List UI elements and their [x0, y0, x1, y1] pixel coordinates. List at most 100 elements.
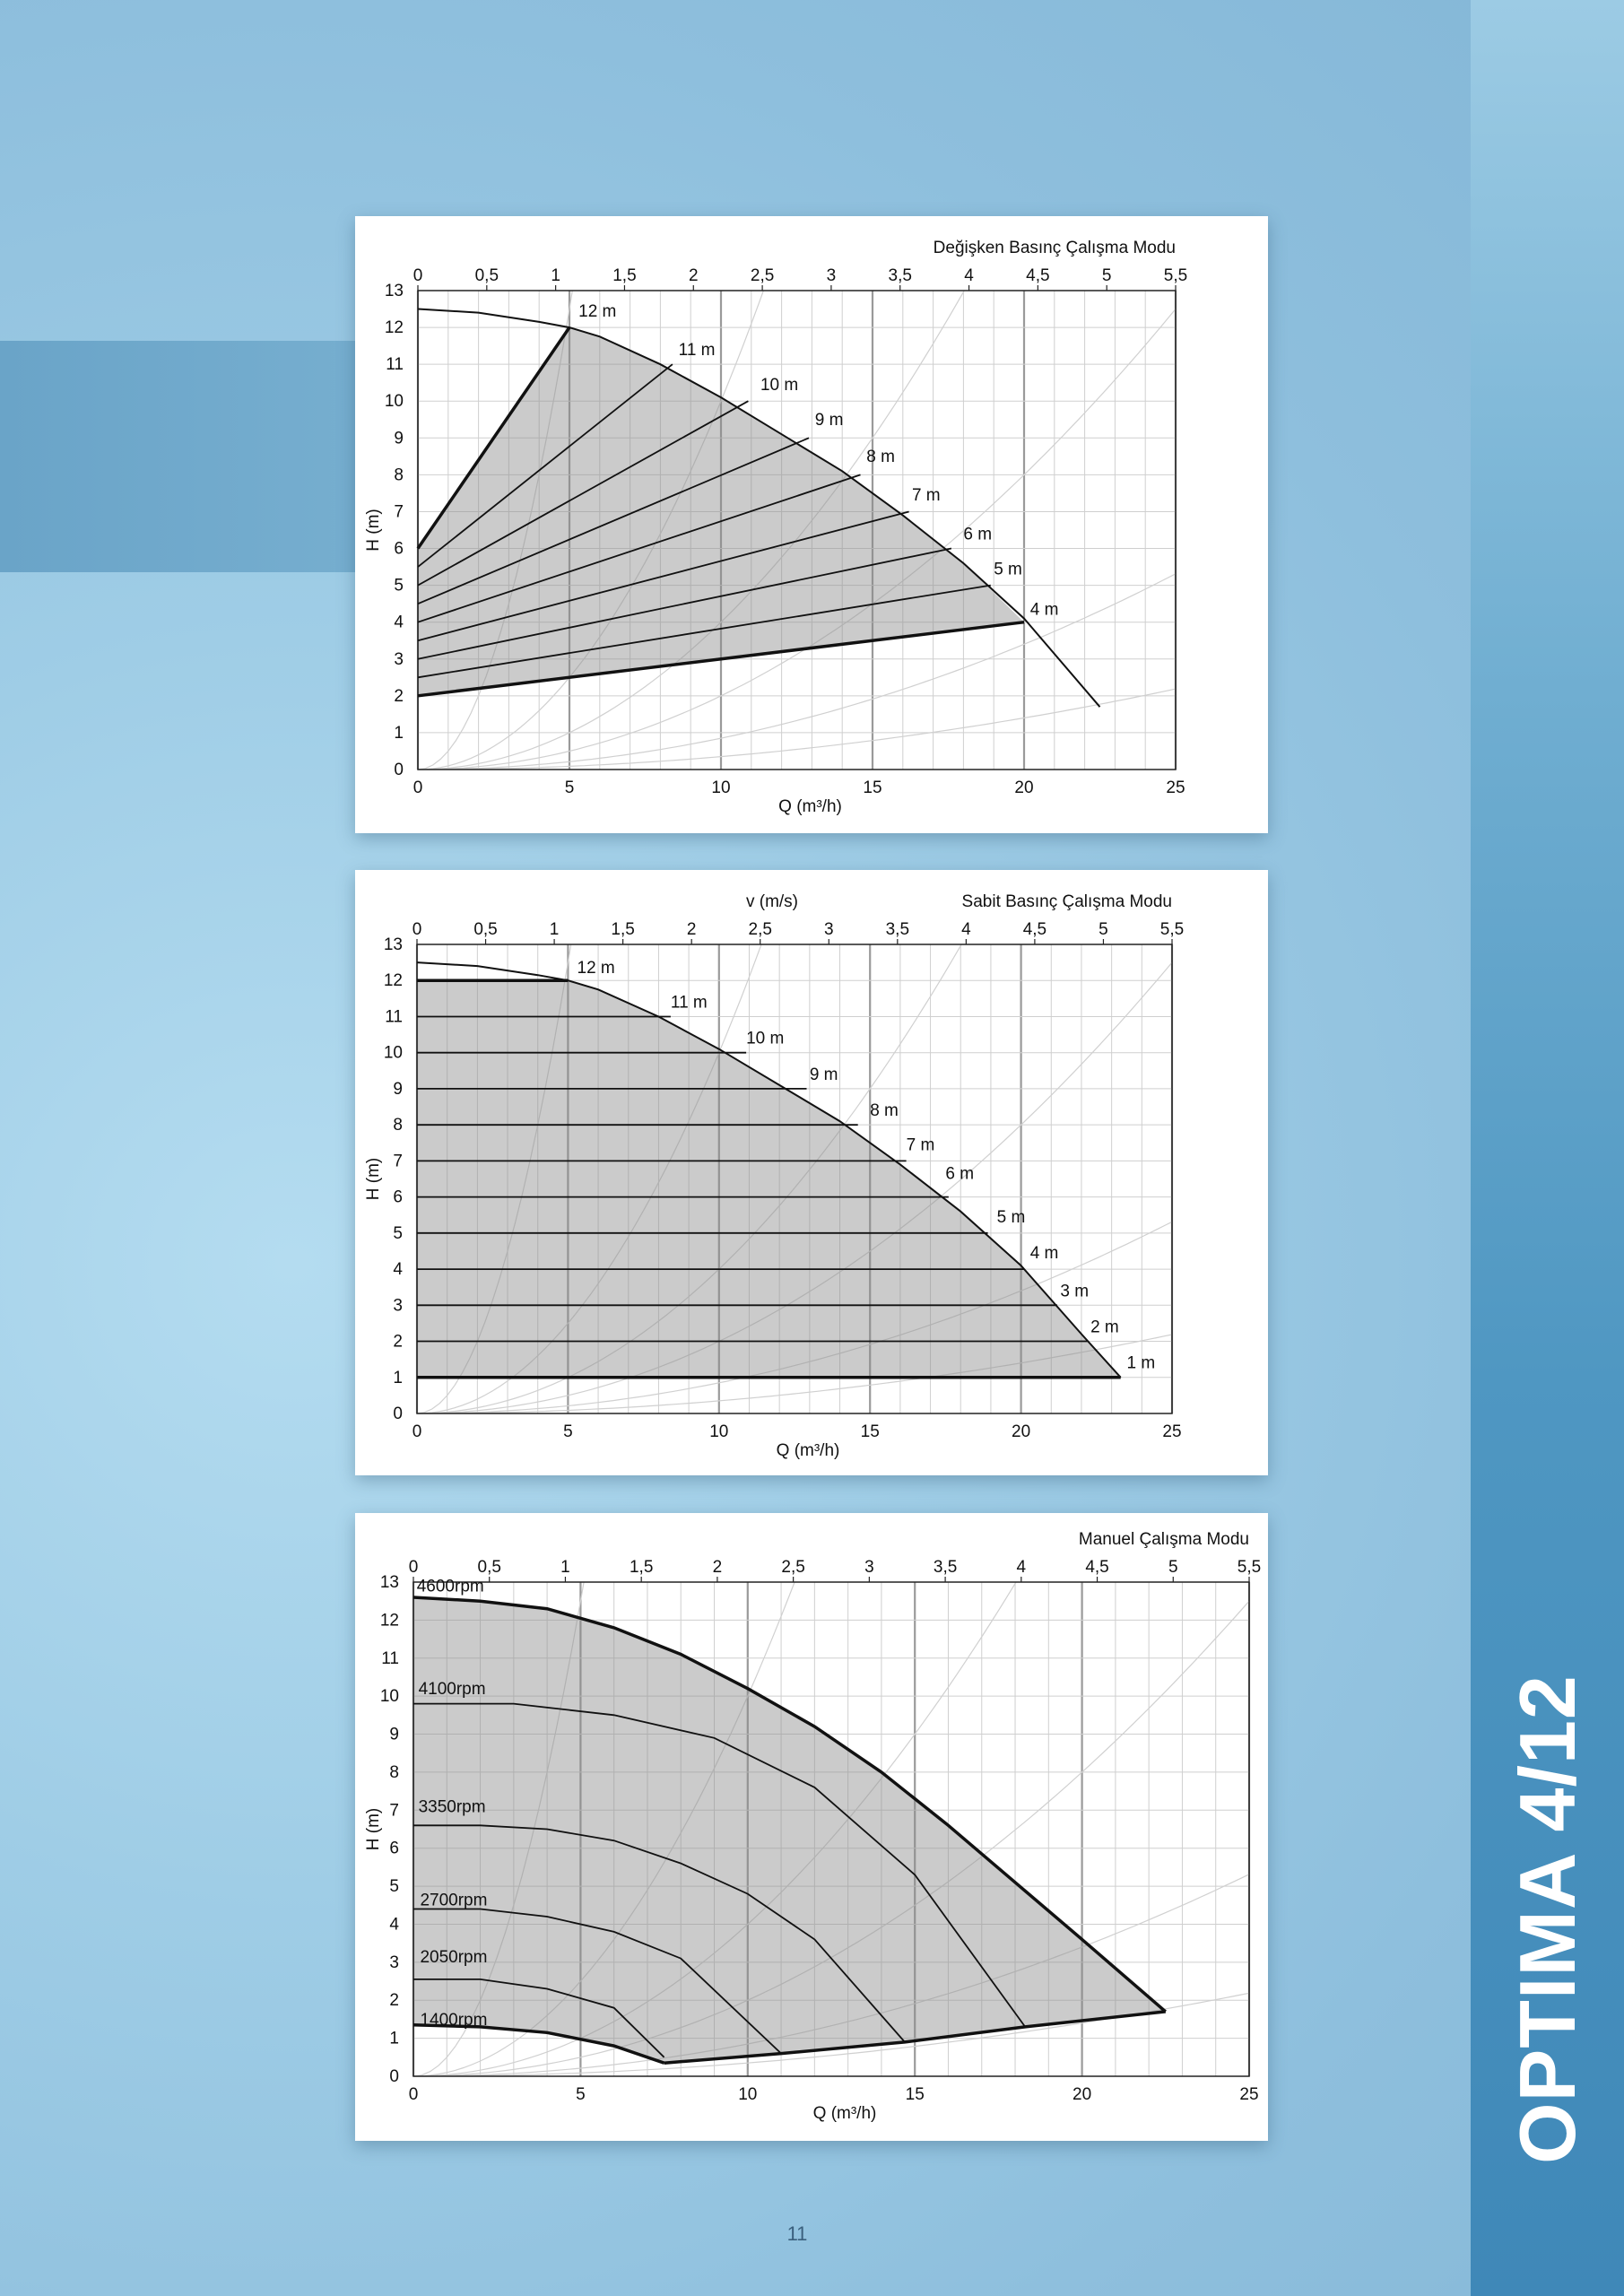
top-tick-label: 0: [409, 1558, 419, 1577]
y-tick-label: 1: [393, 1369, 403, 1387]
top-tick-label: 4,5: [1026, 266, 1049, 285]
x-tick-label: 20: [1012, 1422, 1030, 1441]
y-tick-label: 0: [394, 761, 404, 779]
top-tick-label: 5: [1099, 920, 1108, 939]
y-tick-label: 10: [385, 392, 404, 411]
top-tick-label: 1,5: [630, 1558, 653, 1577]
y-tick-label: 13: [385, 282, 404, 300]
y-tick-label: 7: [389, 1801, 399, 1820]
y-tick-label: 0: [389, 2067, 399, 2086]
top-tick-label: 0,5: [478, 1558, 501, 1577]
plot-frame: [416, 944, 1173, 1414]
x-axis-label: Q (m³/h): [778, 797, 842, 816]
chart-manual: 4600rpm 4100rpm 3350rpm 2700rpm 2050rpm 1400r…: [364, 1530, 1261, 2123]
series-label: 11 m: [679, 341, 716, 360]
series-label: 2700rpm: [420, 1891, 487, 1909]
top-tick-label: 3,5: [889, 266, 912, 285]
x-tick-label: 0: [413, 778, 423, 797]
top-tick-label: 2,5: [781, 1558, 804, 1577]
y-tick-label: 3: [393, 1296, 403, 1315]
top-tick-label: 0: [413, 920, 422, 939]
series-line: [417, 400, 749, 587]
x-tick-label: 0: [409, 2085, 419, 2104]
series-line: [416, 326, 571, 550]
top-tick-label: 3: [824, 920, 834, 939]
page-number: 11: [786, 2222, 808, 2245]
y-axis-label: H (m): [364, 1158, 383, 1200]
top-tick-label: 3: [864, 1558, 874, 1577]
system-curve: [418, 688, 1177, 770]
y-axis-label: H (m): [364, 1808, 383, 1850]
series-line: [417, 363, 673, 568]
y-tick-label: 1: [389, 2030, 399, 2048]
series-label: 6 m: [963, 525, 992, 544]
top-tick-label: 4,5: [1085, 1558, 1108, 1577]
series-line: [413, 1824, 906, 2043]
y-tick-label: 8: [394, 465, 404, 484]
system-curve: [416, 944, 762, 1414]
product-title-text: OPTIMA 4/12: [1502, 1674, 1592, 2164]
max-curve: [417, 308, 1101, 708]
y-tick-label: 6: [389, 1839, 399, 1858]
top-tick-label: 4: [1017, 1558, 1027, 1577]
y-tick-label: 1: [394, 724, 404, 743]
top-tick-label: 4: [961, 920, 971, 939]
top-tick-label: 5,5: [1164, 266, 1187, 285]
system-curve: [417, 309, 1177, 770]
y-tick-label: 11: [385, 1007, 403, 1026]
series-label: 9 m: [815, 411, 844, 430]
y-tick-label: 2: [389, 1991, 399, 2010]
x-tick-label: 15: [863, 778, 881, 797]
top-tick-label: 1,5: [611, 920, 634, 939]
series-label: 3 m: [1060, 1282, 1089, 1300]
series-label: 4 m: [1030, 600, 1059, 619]
y-tick-label: 13: [384, 935, 403, 954]
series-line: [413, 1979, 665, 2058]
y-tick-label: 9: [393, 1080, 403, 1099]
x-tick-label: 5: [565, 778, 575, 797]
series-label: 4100rpm: [419, 1680, 486, 1699]
plot-frame: [413, 1581, 1250, 2077]
y-tick-label: 9: [389, 1726, 399, 1744]
top-tick-label: 4: [964, 266, 974, 285]
y-tick-label: 11: [381, 1649, 399, 1668]
y-tick-label: 6: [394, 540, 404, 559]
series-label: 1 m: [1126, 1354, 1155, 1373]
top-tick-label: 0: [413, 266, 423, 285]
top-tick-label: 2: [689, 266, 699, 285]
top-tick-label: 1,5: [612, 266, 636, 285]
series-line: [413, 2023, 665, 2065]
series-label: 7 m: [912, 486, 941, 505]
y-axis-label: H (m): [364, 509, 383, 551]
series-label: 10 m: [746, 1030, 784, 1048]
y-tick-label: 4: [393, 1260, 403, 1279]
top-tick-label: 1: [560, 1558, 570, 1577]
system-curve: [417, 290, 764, 770]
y-tick-label: 5: [393, 1224, 403, 1243]
chart-variable-pressure: 12 m11 m10 m9 m8 m7 m6 m5 m4 m0 5 10 15 20 25…: [364, 239, 1187, 816]
y-tick-label: 2: [394, 687, 404, 706]
system-curve: [416, 961, 1173, 1414]
x-tick-label: 0: [413, 1422, 422, 1441]
x-tick-label: 10: [711, 778, 730, 797]
y-tick-label: 11: [386, 355, 404, 374]
series-line: [413, 1908, 782, 2055]
series-line: [417, 437, 810, 605]
series-label: 12 m: [578, 302, 616, 321]
series-label: 6 m: [945, 1165, 974, 1184]
top-tick-label: 5,5: [1238, 1558, 1261, 1577]
y-tick-label: 12: [385, 318, 404, 337]
series-line: [417, 620, 1025, 698]
top-tick-label: 3: [827, 266, 837, 285]
x-tick-label: 10: [738, 2085, 757, 2104]
top-tick-label: 5: [1168, 1558, 1178, 1577]
series-line: [413, 1702, 1026, 2028]
y-tick-label: 0: [393, 1405, 403, 1423]
series-label: 4600rpm: [417, 1578, 484, 1596]
x-tick-label: 25: [1162, 1422, 1181, 1441]
top-tick-label: 1: [550, 920, 560, 939]
plot-frame: [417, 290, 1177, 770]
top-tick-label: 2,5: [751, 266, 774, 285]
